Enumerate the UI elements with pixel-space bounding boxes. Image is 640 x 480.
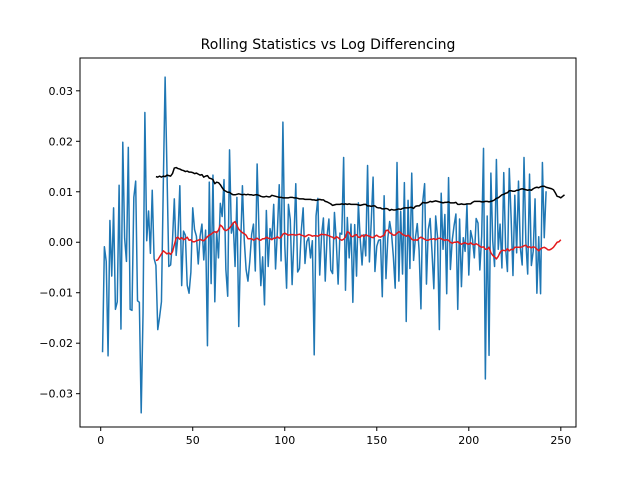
series-layer — [101, 76, 565, 414]
series-line-3 — [155, 220, 562, 262]
x-tick-label: 50 — [186, 434, 200, 447]
x-tick-label: 200 — [458, 434, 479, 447]
x-tick-label: 150 — [366, 434, 387, 447]
x-tick-label: 100 — [274, 434, 295, 447]
y-tick-label: 0.00 — [49, 236, 74, 249]
y-tick-label: 0.03 — [49, 85, 74, 98]
chart-title: Rolling Statistics vs Log Differencing — [201, 37, 456, 53]
series-line-2 — [155, 166, 565, 212]
y-axis: −0.03 −0.02 −0.01 0.00 0.01 0.02 0.03 — [39, 85, 80, 401]
y-tick-label: 0.02 — [49, 135, 74, 148]
y-tick-label: −0.01 — [39, 287, 73, 300]
y-tick-label: −0.02 — [39, 337, 73, 350]
series-line-1 — [101, 76, 547, 414]
y-tick-label: 0.01 — [49, 186, 74, 199]
x-axis: 0 50 100 150 200 250 — [97, 427, 571, 447]
y-tick-label: −0.03 — [39, 388, 73, 401]
x-tick-label: 0 — [97, 434, 104, 447]
x-tick-label: 250 — [550, 434, 571, 447]
